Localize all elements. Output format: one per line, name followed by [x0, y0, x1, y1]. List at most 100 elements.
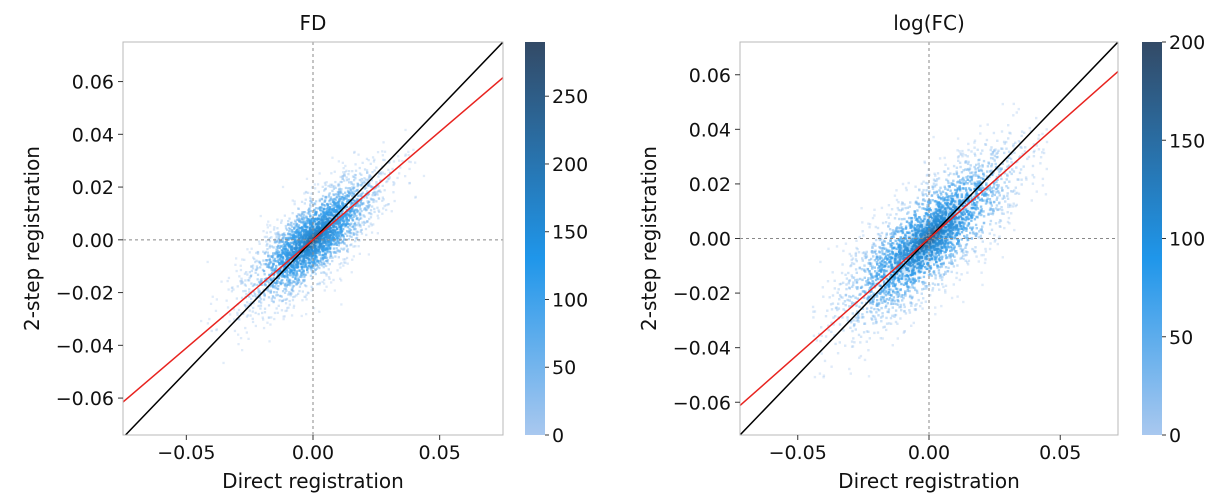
density-point	[861, 278, 864, 282]
density-point	[865, 250, 868, 254]
density-point	[884, 252, 887, 256]
density-point	[841, 316, 844, 319]
density-point	[988, 186, 991, 190]
density-point	[1010, 152, 1013, 156]
density-point	[294, 277, 297, 280]
density-point	[274, 285, 277, 288]
density-point	[867, 222, 870, 225]
density-point	[349, 216, 352, 220]
density-point	[937, 269, 941, 272]
density-point	[337, 241, 340, 244]
density-point	[1012, 143, 1015, 146]
density-point	[997, 202, 1001, 205]
density-point	[263, 294, 266, 298]
density-point	[924, 208, 927, 211]
density-point	[342, 167, 345, 170]
density-point	[820, 326, 823, 329]
density-point	[348, 187, 351, 190]
density-point	[385, 204, 388, 207]
density-point	[313, 209, 316, 212]
density-point	[1020, 130, 1024, 133]
density-point	[370, 213, 373, 216]
density-point	[869, 257, 873, 261]
density-point	[926, 173, 929, 177]
density-point	[305, 177, 309, 180]
density-point	[948, 185, 951, 189]
density-point	[274, 253, 277, 256]
density-point	[852, 281, 855, 284]
density-point	[320, 206, 323, 209]
density-point	[393, 199, 396, 203]
density-point	[320, 271, 323, 274]
density-point	[339, 266, 342, 269]
density-point	[920, 292, 923, 295]
density-point	[287, 232, 290, 235]
density-point	[266, 280, 269, 283]
density-point	[303, 275, 306, 279]
density-point	[324, 187, 327, 190]
density-point	[359, 229, 363, 232]
density-point	[890, 300, 893, 303]
density-point	[351, 207, 354, 210]
density-point	[856, 278, 859, 281]
density-point	[228, 320, 231, 323]
density-point	[995, 198, 998, 201]
density-point	[290, 288, 293, 291]
density-point	[958, 278, 961, 282]
x-tick-label: 0.00	[292, 442, 334, 464]
density-point	[887, 216, 890, 219]
y-tick-label: −0.06	[56, 388, 114, 410]
density-point	[1007, 137, 1010, 140]
density-point	[329, 183, 332, 186]
density-point	[269, 323, 272, 326]
density-point	[1010, 190, 1013, 193]
density-point	[296, 274, 299, 277]
density-point	[290, 282, 294, 285]
density-point	[363, 177, 366, 180]
density-point	[940, 265, 944, 268]
density-point	[373, 191, 377, 194]
density-point	[1035, 116, 1038, 120]
density-point	[275, 252, 278, 255]
density-point	[847, 279, 851, 283]
density-point	[299, 213, 302, 217]
density-point	[863, 264, 866, 267]
density-point	[280, 309, 284, 312]
density-point	[262, 250, 265, 253]
density-point	[242, 312, 245, 315]
density-point	[272, 300, 275, 303]
density-point	[281, 240, 284, 243]
density-point	[275, 282, 278, 285]
density-point	[343, 174, 346, 177]
density-point	[876, 258, 880, 262]
density-point	[1037, 148, 1041, 151]
density-point	[921, 288, 924, 291]
density-point	[373, 188, 376, 191]
density-point	[353, 201, 356, 204]
density-point	[230, 287, 234, 290]
density-point	[351, 170, 354, 173]
density-point	[867, 349, 870, 352]
density-point	[373, 169, 376, 172]
density-point	[272, 273, 275, 276]
density-point	[995, 183, 999, 187]
density-point	[875, 261, 878, 264]
density-point	[842, 329, 845, 332]
density-point	[249, 274, 252, 278]
density-point	[937, 283, 940, 286]
density-point	[880, 206, 884, 210]
density-point	[375, 192, 378, 195]
density-point	[315, 267, 318, 270]
density-point	[387, 161, 390, 164]
density-point	[827, 328, 830, 332]
density-point	[353, 151, 356, 154]
density-point	[1008, 170, 1012, 174]
density-point	[272, 262, 275, 265]
density-point	[891, 306, 894, 309]
density-point	[310, 201, 313, 204]
density-point	[377, 209, 380, 212]
density-point	[888, 222, 891, 225]
density-point	[340, 191, 343, 194]
density-point	[891, 291, 895, 294]
density-point	[973, 139, 977, 142]
